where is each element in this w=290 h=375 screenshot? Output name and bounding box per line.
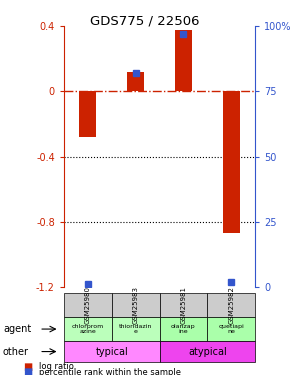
Bar (223, 92, 240, 233)
Text: chlorprom
azine: chlorprom azine (72, 324, 104, 334)
Text: GSM25980: GSM25980 (85, 286, 91, 324)
Text: GSM25981: GSM25981 (180, 286, 186, 324)
Text: typical: typical (95, 346, 128, 357)
Text: percentile rank within the sample: percentile rank within the sample (39, 368, 181, 375)
Text: ■: ■ (23, 362, 32, 372)
Text: atypical: atypical (188, 346, 227, 357)
Text: thioridazin
e: thioridazin e (119, 324, 152, 334)
Bar (127, 72, 144, 92)
Text: quetiapi
ne: quetiapi ne (218, 324, 244, 334)
Text: GSM25983: GSM25983 (133, 286, 139, 324)
Text: ■: ■ (23, 368, 32, 375)
Bar (175, 30, 192, 92)
Text: other: other (3, 346, 29, 357)
Text: olanzap
ine: olanzap ine (171, 324, 196, 334)
Text: log ratio: log ratio (39, 362, 74, 371)
Bar (79, 92, 96, 137)
Text: GSM25982: GSM25982 (228, 286, 234, 324)
Text: GDS775 / 22506: GDS775 / 22506 (90, 15, 200, 28)
Text: agent: agent (3, 324, 31, 334)
